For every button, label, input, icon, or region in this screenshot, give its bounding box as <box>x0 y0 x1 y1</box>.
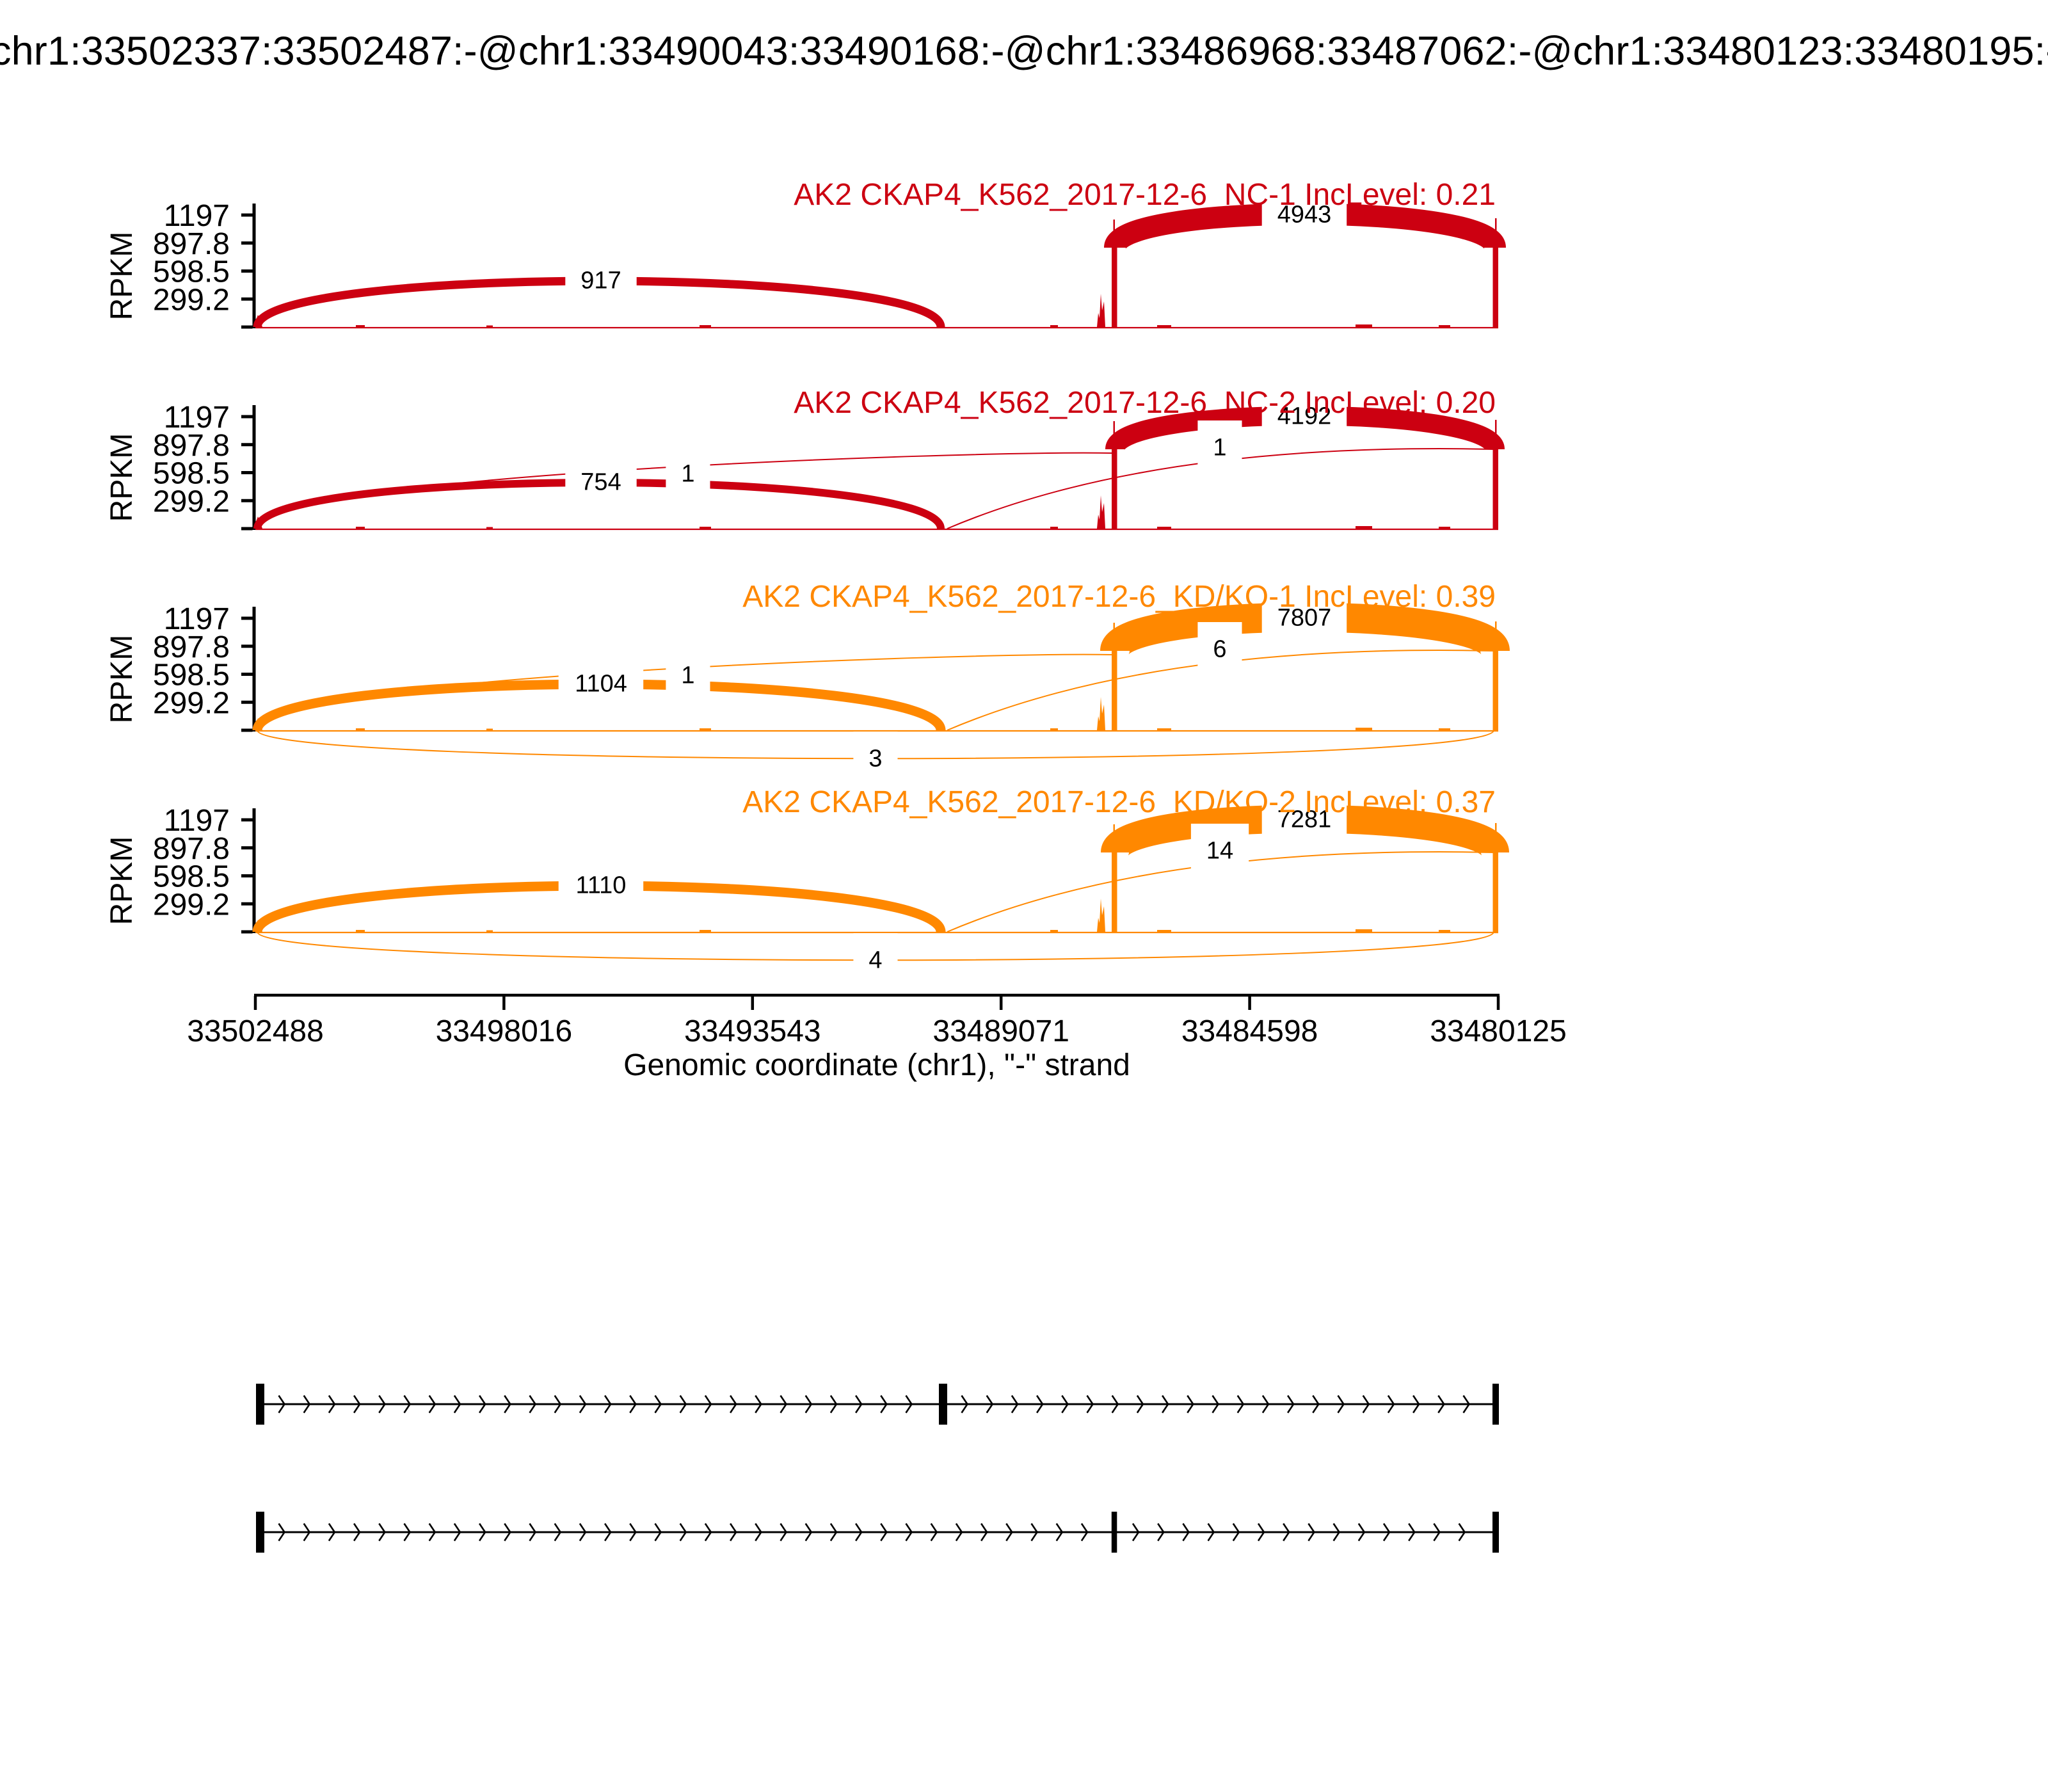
svg-text:AK2 CKAP4_K562_2017-12-6_KD/KO: AK2 CKAP4_K562_2017-12-6_KD/KO-2 IncLeve… <box>742 785 1496 819</box>
svg-text:897.8: 897.8 <box>153 832 230 866</box>
svg-text:chr1:33502337:33502487:-@chr1:: chr1:33502337:33502487:-@chr1:33490043:3… <box>0 29 2048 74</box>
svg-text:897.8: 897.8 <box>153 630 230 664</box>
svg-text:RPKM: RPKM <box>105 635 139 724</box>
svg-text:RPKM: RPKM <box>105 836 139 925</box>
svg-text:RPKM: RPKM <box>105 433 139 522</box>
svg-text:1197: 1197 <box>164 401 230 435</box>
svg-text:1104: 1104 <box>575 671 627 698</box>
svg-text:897.8: 897.8 <box>153 227 230 261</box>
svg-text:754: 754 <box>580 469 621 496</box>
svg-text:33480125: 33480125 <box>1430 1014 1567 1048</box>
svg-text:6: 6 <box>1213 636 1226 663</box>
svg-text:598.5: 598.5 <box>153 255 230 289</box>
svg-text:AK2 CKAP4_K562_2017-12-6_KD/KO: AK2 CKAP4_K562_2017-12-6_KD/KO-1 IncLeve… <box>742 580 1496 614</box>
svg-text:4192: 4192 <box>1277 403 1332 430</box>
svg-text:299.2: 299.2 <box>153 686 230 720</box>
svg-text:33489071: 33489071 <box>932 1014 1069 1048</box>
svg-text:33484598: 33484598 <box>1181 1014 1318 1048</box>
svg-text:1197: 1197 <box>164 602 230 636</box>
svg-text:1: 1 <box>681 461 694 488</box>
svg-text:1197: 1197 <box>164 804 230 838</box>
svg-text:598.5: 598.5 <box>153 860 230 894</box>
svg-text:7281: 7281 <box>1277 806 1332 833</box>
svg-text:897.8: 897.8 <box>153 429 230 463</box>
svg-text:1110: 1110 <box>576 872 627 899</box>
svg-text:598.5: 598.5 <box>153 457 230 491</box>
svg-text:14: 14 <box>1206 838 1233 865</box>
svg-text:3: 3 <box>868 746 882 772</box>
svg-text:RPKM: RPKM <box>105 232 139 321</box>
svg-text:AK2 CKAP4_K562_2017-12-6_NC-2: AK2 CKAP4_K562_2017-12-6_NC-2 IncLevel: … <box>794 386 1496 420</box>
svg-text:1: 1 <box>681 662 694 689</box>
svg-text:598.5: 598.5 <box>153 659 230 692</box>
svg-text:7807: 7807 <box>1277 605 1332 632</box>
svg-text:1197: 1197 <box>164 199 230 233</box>
svg-text:299.2: 299.2 <box>153 283 230 317</box>
svg-text:Genomic coordinate (chr1), "-": Genomic coordinate (chr1), "-" strand <box>623 1048 1130 1082</box>
svg-text:299.2: 299.2 <box>153 888 230 922</box>
svg-text:33493543: 33493543 <box>684 1014 821 1048</box>
svg-text:299.2: 299.2 <box>153 484 230 518</box>
svg-text:1: 1 <box>1213 435 1226 461</box>
svg-text:917: 917 <box>580 268 621 294</box>
svg-text:4943: 4943 <box>1277 202 1332 228</box>
svg-text:33498016: 33498016 <box>436 1014 573 1048</box>
svg-text:4: 4 <box>868 947 882 974</box>
svg-text:33502488: 33502488 <box>187 1014 324 1048</box>
svg-text:AK2 CKAP4_K562_2017-12-6_NC-1: AK2 CKAP4_K562_2017-12-6_NC-1 IncLevel: … <box>794 178 1496 212</box>
